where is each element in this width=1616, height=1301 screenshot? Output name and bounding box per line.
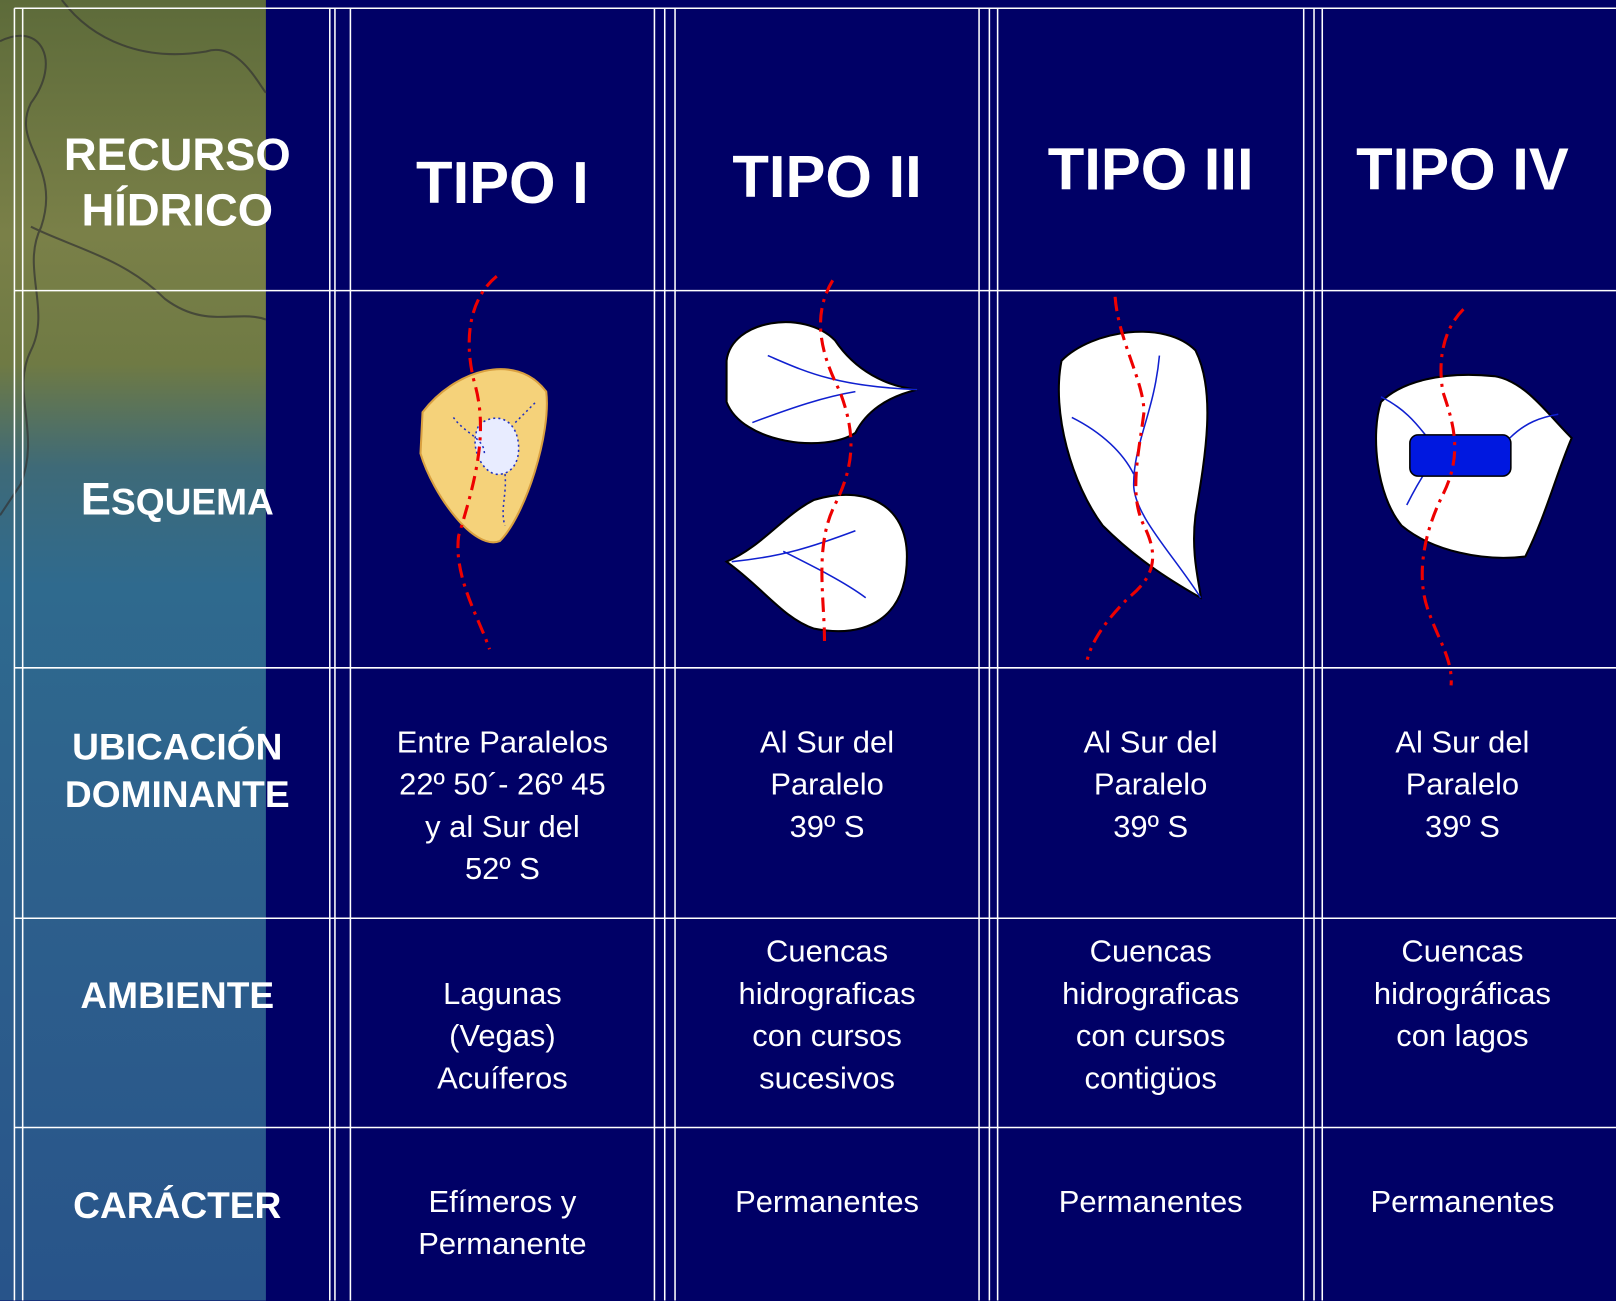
row-label: CARÁCTER xyxy=(73,1184,282,1227)
table-cell: Cuencas hidrograficas con cursos contigü… xyxy=(1062,934,1240,1096)
scheme-type-4 xyxy=(1375,308,1573,686)
column-header: TIPO II xyxy=(732,143,922,211)
table-cell: Cuencas hidrográficas con lagos xyxy=(1373,934,1551,1054)
table-cell: Al Sur del Paralelo 39º S xyxy=(760,725,895,845)
table-cell: Al Sur del Paralelo 39º S xyxy=(1395,725,1530,845)
column-header: TIPO I xyxy=(416,149,589,217)
scheme-type-1 xyxy=(419,275,548,650)
table-cell: Lagunas (Vegas) Acuíferos xyxy=(437,977,568,1096)
table-cell: Entre Paralelos 22º 50´- 26º 45 y al Sur… xyxy=(396,725,609,887)
table-cell: Permanentes xyxy=(1370,1185,1555,1220)
grid-lines xyxy=(13,7,1616,1301)
column-header: TIPO III xyxy=(1047,136,1254,204)
table-cell: Efímeros y Permanente xyxy=(418,1185,587,1262)
row-label: ESQUEMA xyxy=(80,474,274,525)
scheme-type-3 xyxy=(1057,296,1209,660)
table-cell: Cuencas hidrograficas con cursos sucesiv… xyxy=(738,934,916,1096)
table-cell: Permanentes xyxy=(1058,1185,1243,1220)
column-header: TIPO IV xyxy=(1356,136,1569,204)
map-borders xyxy=(0,0,267,516)
row-label: UBICACIÓN DOMINANTE xyxy=(64,725,290,816)
corner-header: RECURSO HÍDRICO xyxy=(63,129,291,237)
table-cell: Al Sur del Paralelo 39º S xyxy=(1083,725,1218,845)
table-cell: Permanentes xyxy=(735,1185,920,1220)
row-label: AMBIENTE xyxy=(80,973,275,1017)
scheme-type-2 xyxy=(724,279,918,642)
